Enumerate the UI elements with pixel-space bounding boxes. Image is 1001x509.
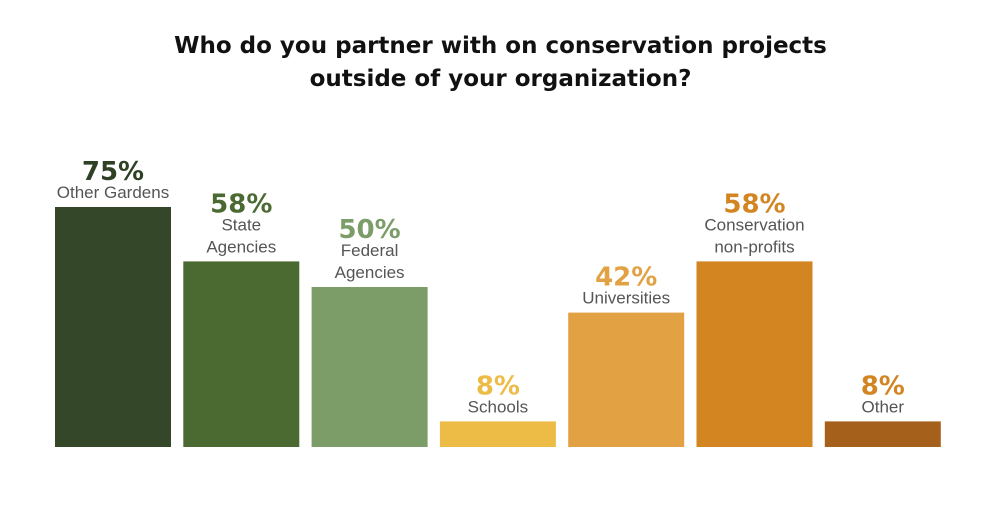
category-label-federal-agencies-line-1: Federal bbox=[341, 241, 399, 260]
bar-other bbox=[824, 421, 941, 447]
bar-other-gardens bbox=[55, 207, 171, 447]
value-label-conservation-non-profits: 58% bbox=[723, 189, 785, 219]
bar-group-state-agencies: State Agencies 58% bbox=[183, 189, 300, 447]
category-label-universities: Universities bbox=[582, 289, 670, 308]
bar-schools bbox=[439, 421, 556, 447]
value-label-other: 8% bbox=[861, 371, 905, 401]
bar-group-conservation-non-profits: Conservation non-profits 58% bbox=[696, 189, 813, 447]
category-label-schools: Schools bbox=[468, 397, 528, 416]
category-label-conservation-non-profits-line-1: Conservation bbox=[704, 215, 804, 234]
value-label-other-gardens: 75% bbox=[82, 157, 144, 187]
chart-title-line-1: Who do you partner with on conservation … bbox=[174, 33, 827, 59]
category-label-conservation-non-profits-line-2: non-profits bbox=[714, 237, 794, 256]
value-label-universities: 42% bbox=[595, 263, 657, 293]
category-label-federal-agencies-line-2: Agencies bbox=[335, 263, 405, 282]
bar-conservation-non-profits bbox=[696, 261, 813, 447]
category-label-other-gardens: Other Gardens bbox=[57, 183, 169, 202]
chart-title: Who do you partner with on conservation … bbox=[0, 30, 1001, 96]
category-label-state-agencies-line-1: State bbox=[221, 215, 261, 234]
bar-state-agencies bbox=[183, 261, 300, 447]
bar-federal-agencies bbox=[311, 287, 428, 447]
bar-group-federal-agencies: Federal Agencies 50% bbox=[311, 215, 428, 447]
category-label-other: Other bbox=[862, 397, 905, 416]
value-label-federal-agencies: 50% bbox=[338, 215, 400, 245]
chart-title-line-2: outside of your organization? bbox=[309, 66, 692, 92]
category-label-state-agencies-line-2: Agencies bbox=[206, 237, 276, 256]
value-label-schools: 8% bbox=[476, 371, 520, 401]
value-label-state-agencies: 58% bbox=[210, 189, 272, 219]
bar-universities bbox=[568, 312, 685, 447]
